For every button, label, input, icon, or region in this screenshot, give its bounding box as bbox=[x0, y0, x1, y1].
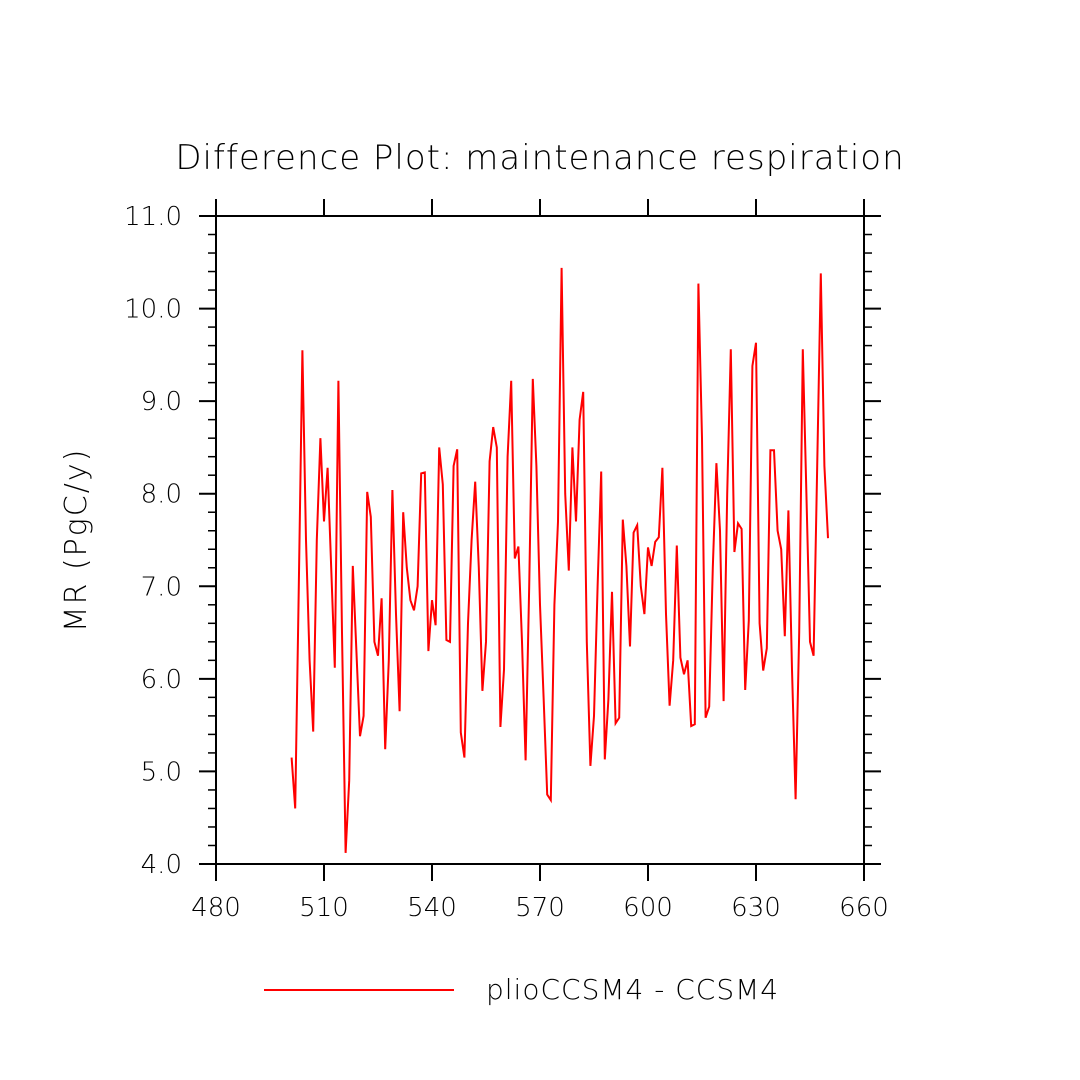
legend-label: plioCCSM4 - CCSM4 bbox=[486, 973, 779, 1006]
series-line bbox=[290, 267, 829, 853]
series-group bbox=[290, 267, 829, 853]
axis-ticks bbox=[199, 199, 881, 881]
x-tick-label: 660 bbox=[839, 893, 889, 923]
legend: plioCCSM4 - CCSM4 bbox=[264, 973, 779, 1006]
y-tick-label: 8.0 bbox=[141, 480, 182, 510]
x-tick-label: 570 bbox=[515, 893, 565, 923]
x-tick-label: 510 bbox=[299, 893, 349, 923]
y-tick-label: 6.0 bbox=[141, 665, 182, 695]
tick-labels: 480 510 540 570 600 630 660 4.0 5.0 6.0 7.0 8.0 9.0 1… bbox=[124, 202, 889, 923]
y-tick-label: 7.0 bbox=[141, 572, 182, 602]
chart-title: Difference Plot: maintenance respiration bbox=[175, 138, 904, 178]
x-tick-label: 540 bbox=[407, 893, 457, 923]
x-tick-label: 630 bbox=[731, 893, 781, 923]
y-tick-label: 5.0 bbox=[141, 757, 182, 787]
x-tick-label: 600 bbox=[623, 893, 673, 923]
y-tick-label: 10.0 bbox=[124, 295, 182, 325]
y-axis-label: MR (PgC/y) bbox=[59, 448, 94, 633]
x-tick-label: 480 bbox=[191, 893, 241, 923]
y-tick-label: 11.0 bbox=[124, 202, 182, 232]
y-tick-label: 9.0 bbox=[141, 387, 182, 417]
y-tick-label: 4.0 bbox=[141, 850, 182, 880]
